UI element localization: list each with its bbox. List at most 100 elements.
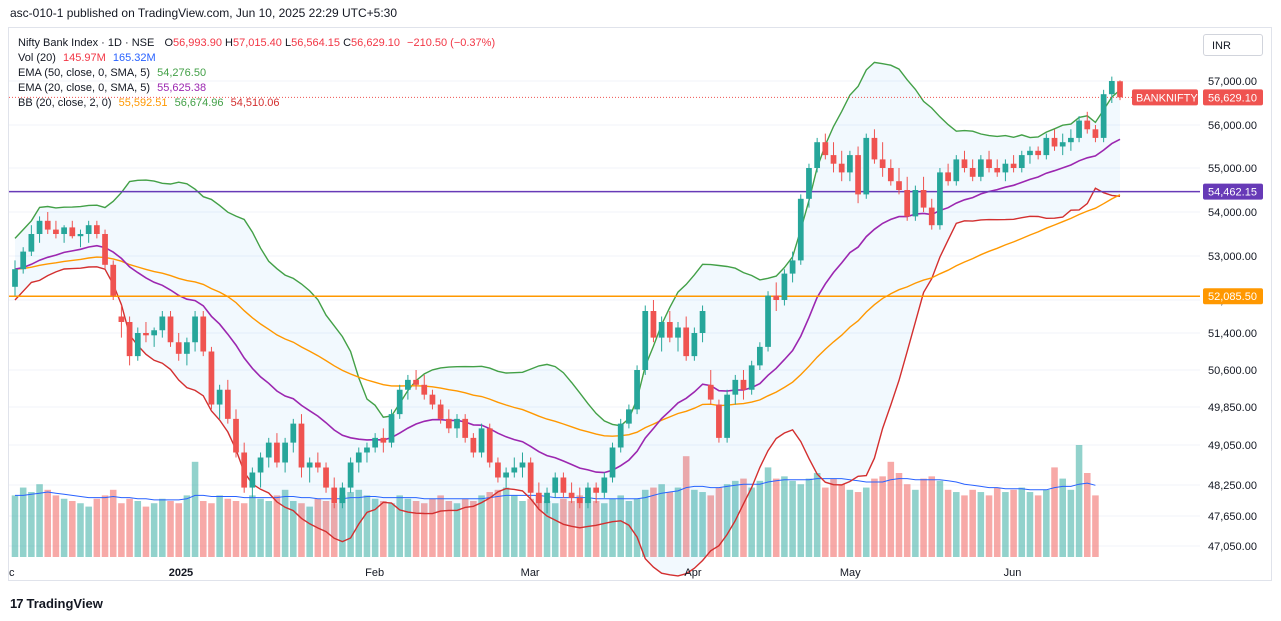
volume-bar <box>576 495 584 557</box>
candle-body <box>887 168 894 182</box>
volume-bar <box>404 498 412 557</box>
legend-symbol[interactable]: Nifty Bank Index · 1D · NSE <box>18 37 155 49</box>
volume-bar <box>895 473 903 557</box>
candle-body <box>306 462 313 468</box>
volume-bar <box>715 487 723 557</box>
candle-body <box>707 384 714 400</box>
volume-bar <box>912 489 919 557</box>
candle-body <box>716 404 722 438</box>
legend-ema50-row: EMA (50, close, 0, SMA, 5) 54,276.50 <box>18 66 495 81</box>
x-tick-label: Jun <box>1004 567 1022 579</box>
legend-bb-low: 54,510.06 <box>230 97 280 109</box>
candle-body <box>298 423 305 468</box>
footer-brand[interactable]: 17 TradingView <box>10 596 103 611</box>
candle-body <box>355 452 362 463</box>
candle-body <box>93 225 100 234</box>
y-tick-label: 49,050.00 <box>1208 440 1257 452</box>
volume-bar <box>339 495 346 557</box>
candle-body <box>486 428 493 463</box>
candle-body <box>118 316 125 322</box>
volume-bar <box>265 501 273 557</box>
candle-body <box>601 477 608 493</box>
candle-body <box>478 428 485 453</box>
candle-body <box>331 487 338 504</box>
volume-bar <box>191 461 199 557</box>
y-tick-label: 47,050.00 <box>1208 541 1257 553</box>
candle-body <box>437 404 444 419</box>
legend-ema50-label[interactable]: EMA (50, close, 0, SMA, 5) <box>18 67 151 79</box>
candle-body <box>175 342 182 354</box>
volume-bar <box>969 489 976 557</box>
candle-body <box>756 346 763 366</box>
legend-bb-label[interactable]: BB (20, close, 2, 0) <box>18 97 112 109</box>
y-tick-label: 51,400.00 <box>1208 328 1257 340</box>
candle-body <box>126 322 133 357</box>
volume-bar <box>60 498 68 557</box>
candle-body <box>61 227 67 234</box>
legend-h-label: H <box>225 37 233 49</box>
candle-body <box>748 365 755 390</box>
candle-body <box>364 447 370 453</box>
volume-bar <box>380 501 387 557</box>
candle-body <box>797 198 804 261</box>
legend-ema20-label[interactable]: EMA (20, close, 0, SMA, 5) <box>18 82 151 94</box>
volume-bar <box>838 484 845 557</box>
volume-bar <box>257 498 264 557</box>
candle-body <box>233 418 239 453</box>
candle-body <box>920 190 927 208</box>
volume-bar <box>437 495 444 557</box>
volume-bar <box>85 506 92 557</box>
candle-body <box>699 311 706 333</box>
candle-body <box>896 181 902 190</box>
volume-bar <box>723 484 731 557</box>
legend-ema50: 54,276.50 <box>157 67 207 79</box>
candle-body <box>290 423 297 443</box>
candle-body <box>257 457 264 473</box>
candle-body <box>863 137 870 195</box>
volume-bar <box>568 501 575 557</box>
level-tag: 52,085.50 <box>1208 291 1257 303</box>
currency-selector[interactable]: INR <box>1203 34 1263 56</box>
volume-bar <box>1043 489 1050 557</box>
y-tick-label: 49,850.00 <box>1208 402 1257 414</box>
candle-body <box>241 452 248 488</box>
candle-body <box>396 389 403 415</box>
volume-bar <box>1026 492 1034 557</box>
legend-vol-label[interactable]: Vol (20) <box>18 52 56 64</box>
candle-body <box>339 487 346 504</box>
candle-body <box>1035 150 1042 156</box>
volume-bar <box>249 495 256 557</box>
legend-ema20: 55,625.38 <box>157 82 207 94</box>
volume-bar <box>199 501 207 557</box>
volume-bar <box>36 484 43 557</box>
x-tick-label: Feb <box>365 567 384 579</box>
x-tick-label: 2025 <box>169 567 193 579</box>
candle-body <box>617 423 624 448</box>
legend-bb-up: 56,674.96 <box>174 97 224 109</box>
candle-body <box>953 159 960 182</box>
volume-bar <box>44 489 52 557</box>
candle-body <box>429 394 436 405</box>
volume-bar <box>879 476 886 557</box>
volume-bar <box>69 501 76 557</box>
volume-bar <box>527 498 534 557</box>
volume-bar <box>159 498 166 557</box>
volume-bar <box>601 503 608 557</box>
candle-body <box>1027 150 1033 156</box>
volume-bar <box>781 476 788 557</box>
candle-body <box>830 155 837 164</box>
volume-bar <box>953 492 960 557</box>
chart-legend: Nifty Bank Index · 1D · NSE O56,993.90 H… <box>18 36 495 111</box>
volume-bar <box>854 492 862 557</box>
candle-body <box>85 225 92 234</box>
volume-bar <box>93 498 101 557</box>
y-tick-label: 56,000.00 <box>1208 120 1257 132</box>
legend-c: 56,629.10 <box>351 37 400 49</box>
volume-bar <box>461 498 469 557</box>
volume-bar <box>273 495 281 557</box>
volume-bar <box>1067 489 1075 557</box>
volume-bar <box>11 495 19 557</box>
candle-body <box>208 351 215 405</box>
volume-bar <box>633 498 641 557</box>
